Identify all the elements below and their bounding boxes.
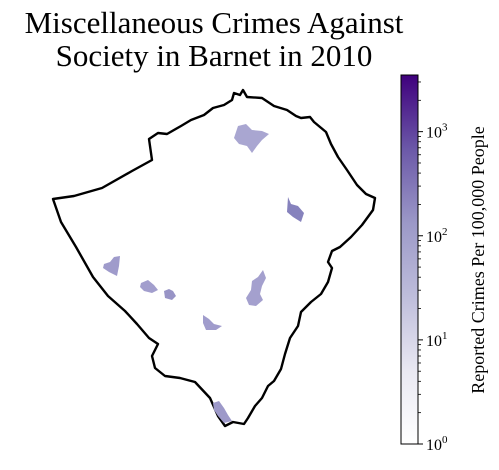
crime-area-centre-west bbox=[140, 280, 158, 293]
crime-area-west bbox=[103, 256, 120, 276]
crime-area-south bbox=[213, 401, 232, 423]
colorbar-tick-label: 101 bbox=[426, 330, 448, 350]
crime-area-east bbox=[287, 197, 304, 222]
title-line-2: Society in Barnet in 2010 bbox=[55, 38, 373, 73]
colorbar-label: Reported Crimes Per 100,000 People bbox=[468, 126, 488, 393]
crime-area-centre bbox=[164, 289, 176, 300]
crime-area-centre-east bbox=[246, 270, 266, 306]
title-line-1: Miscellaneous Crimes Against bbox=[24, 5, 404, 40]
colorbar-tick-label: 102 bbox=[426, 226, 448, 246]
colorbar-tick-label: 100 bbox=[426, 434, 448, 454]
colorbar-ticks: 100 101 102 103 bbox=[418, 81, 448, 454]
borough-map bbox=[51, 88, 377, 428]
borough-outline bbox=[51, 88, 377, 428]
crime-area-north bbox=[234, 124, 269, 153]
colorbar-tick-label: 103 bbox=[426, 122, 448, 142]
colorbar-gradient bbox=[400, 74, 419, 445]
map-title: Miscellaneous Crimes Against Society in … bbox=[0, 6, 428, 72]
crime-area-south-centre bbox=[203, 315, 222, 330]
